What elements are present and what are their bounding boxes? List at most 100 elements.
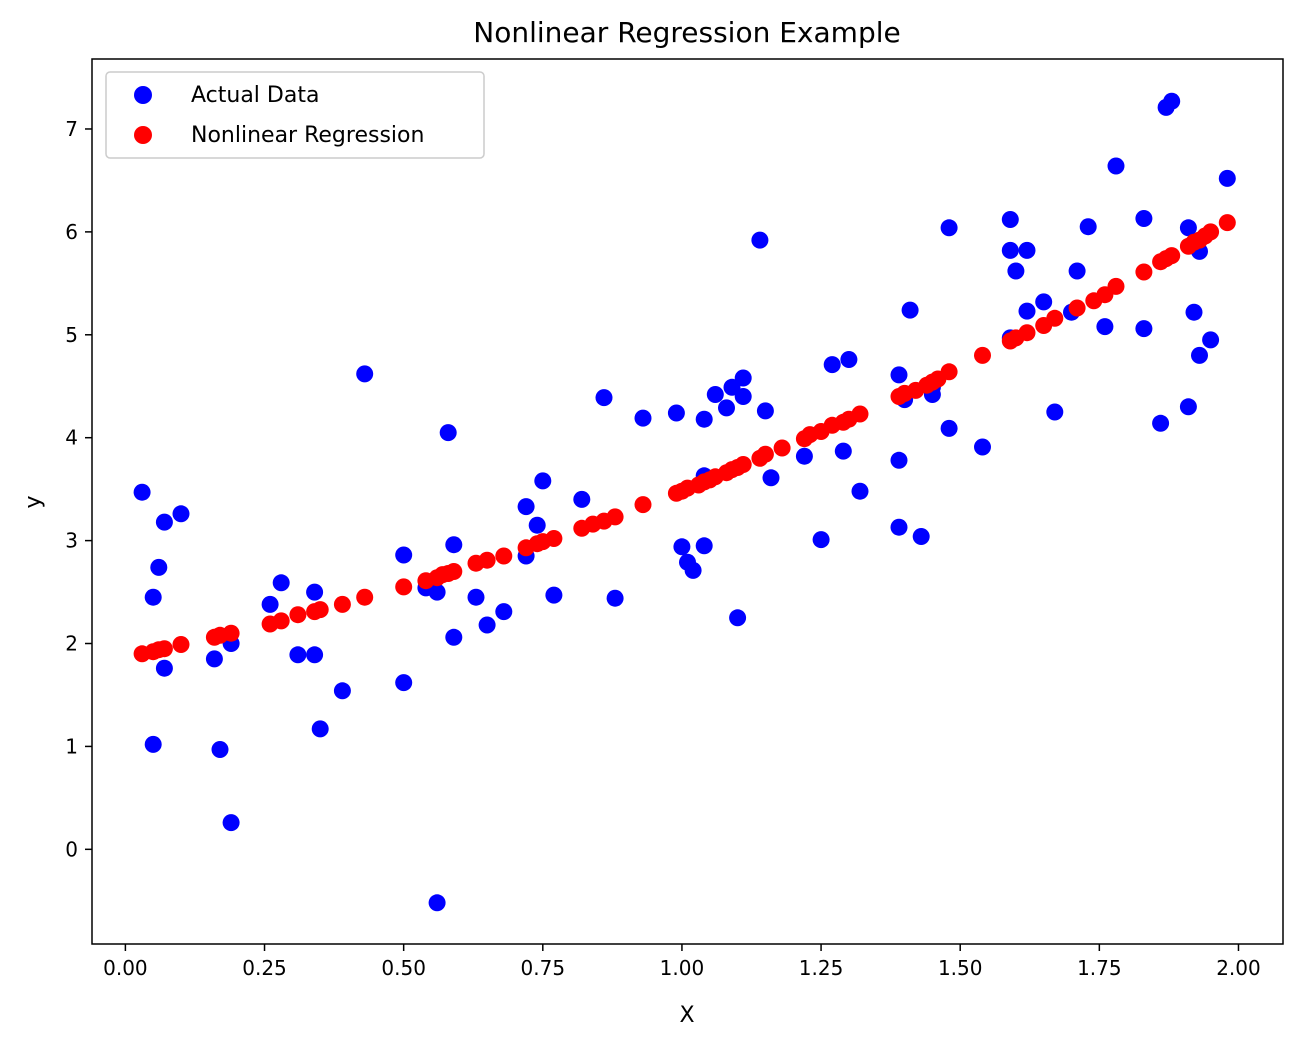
- actual-data-point: [1046, 403, 1064, 421]
- actual-data-point: [940, 419, 958, 437]
- actual-data-point: [428, 583, 446, 601]
- actual-data-point: [901, 301, 919, 319]
- nonlinear-regression-point: [495, 547, 513, 565]
- actual-data-point: [1179, 398, 1197, 416]
- actual-data-point: [573, 490, 591, 508]
- actual-data-point: [439, 424, 457, 442]
- actual-data-point: [634, 409, 652, 427]
- actual-data-point: [1191, 346, 1208, 364]
- actual-data-point: [812, 531, 830, 549]
- actual-data-point: [289, 646, 307, 664]
- y-tick-label: 6: [65, 220, 78, 244]
- actual-data-point: [1079, 218, 1097, 236]
- actual-data-point: [1135, 210, 1153, 227]
- actual-data-point: [762, 469, 780, 487]
- actual-data-point: [890, 451, 908, 469]
- nonlinear-regression-point: [222, 624, 240, 642]
- nonlinear-regression-point: [1068, 299, 1086, 317]
- nonlinear-regression-point: [851, 405, 869, 423]
- actual-data-point: [1068, 262, 1086, 280]
- actual-data-point: [1152, 414, 1170, 432]
- nonlinear-regression-point: [756, 445, 774, 463]
- legend-marker-actual-data: [134, 86, 152, 104]
- y-tick-label: 0: [65, 837, 78, 861]
- plot-area: [92, 59, 1283, 944]
- actual-data-point: [333, 682, 351, 700]
- y-tick-label: 7: [65, 117, 78, 141]
- actual-data-point: [1018, 241, 1036, 259]
- nonlinear-regression-point: [289, 606, 307, 624]
- nonlinear-regression-point: [606, 508, 624, 526]
- actual-data-point: [395, 546, 413, 564]
- actual-data-point: [912, 528, 930, 545]
- actual-data-point: [851, 482, 869, 500]
- nonlinear-regression-point: [773, 439, 791, 457]
- legend-marker-nonlinear-regression: [134, 126, 152, 144]
- actual-data-point: [684, 561, 702, 579]
- actual-data-point: [155, 659, 173, 677]
- actual-data-point: [840, 351, 858, 368]
- y-tick-label: 5: [65, 323, 78, 347]
- x-tick-label: 0.00: [103, 956, 148, 980]
- y-tick-label: 4: [65, 426, 78, 450]
- actual-data-point: [545, 586, 563, 604]
- actual-data-point: [517, 498, 535, 516]
- x-axis-label: X: [679, 1003, 694, 1028]
- actual-data-point: [1202, 331, 1220, 349]
- actual-data-point: [1107, 157, 1125, 175]
- nonlinear-regression-point: [172, 636, 190, 653]
- actual-data-point: [528, 516, 546, 534]
- actual-data-point: [706, 386, 724, 403]
- actual-data-point: [133, 483, 151, 501]
- nonlinear-regression-point: [545, 530, 563, 547]
- actual-data-point: [205, 650, 223, 668]
- actual-data-point: [1035, 293, 1053, 311]
- actual-data-point: [144, 735, 162, 753]
- legend-label-actual-data: Actual Data: [191, 83, 319, 108]
- actual-data-point: [890, 518, 908, 536]
- actual-data-point: [211, 741, 229, 758]
- nonlinear-regression-point: [1135, 263, 1153, 281]
- actual-data-point: [534, 472, 552, 490]
- actual-data-point: [723, 378, 741, 396]
- nonlinear-regression-point: [1018, 324, 1036, 342]
- actual-data-point: [1218, 169, 1236, 187]
- actual-data-point: [311, 720, 329, 738]
- nonlinear-regression-point: [155, 640, 173, 658]
- actual-data-point: [734, 388, 752, 405]
- nonlinear-regression-point: [734, 456, 752, 473]
- actual-data-point: [834, 442, 852, 460]
- nonlinear-regression-point: [974, 346, 991, 364]
- x-tick-label: 0.50: [381, 956, 426, 980]
- chart-title: Nonlinear Regression Example: [473, 16, 900, 49]
- actual-data-point: [1001, 211, 1019, 228]
- actual-data-point: [729, 609, 747, 627]
- actual-data-point: [673, 538, 691, 556]
- actual-data-point: [1135, 320, 1153, 338]
- actual-data-point: [1007, 262, 1025, 280]
- nonlinear-regression-point: [333, 595, 351, 613]
- x-tick-label: 1.00: [660, 956, 705, 980]
- actual-data-point: [445, 536, 463, 554]
- actual-data-point: [756, 402, 774, 420]
- nonlinear-regression-point: [445, 563, 463, 580]
- actual-data-point: [306, 583, 324, 601]
- actual-data-point: [261, 595, 279, 613]
- actual-data-point: [695, 537, 713, 555]
- y-axis-label: y: [21, 495, 46, 508]
- actual-data-point: [1001, 241, 1019, 259]
- actual-data-point: [751, 231, 769, 249]
- actual-data-point: [1018, 302, 1036, 320]
- actual-data-point: [695, 410, 713, 428]
- actual-data-point: [272, 574, 290, 592]
- actual-data-point: [155, 513, 173, 531]
- x-axis: 0.00 0.25 0.50 0.75 1.00 1.25 1.50 1.75 2.00: [103, 944, 1261, 980]
- nonlinear-regression-point: [356, 588, 374, 606]
- actual-data-point: [478, 616, 496, 634]
- actual-data-point: [356, 365, 374, 383]
- actual-data-point: [222, 814, 240, 832]
- actual-data-point: [1096, 318, 1114, 336]
- nonlinear-regression-point: [478, 551, 496, 569]
- data-marks: [133, 92, 1236, 912]
